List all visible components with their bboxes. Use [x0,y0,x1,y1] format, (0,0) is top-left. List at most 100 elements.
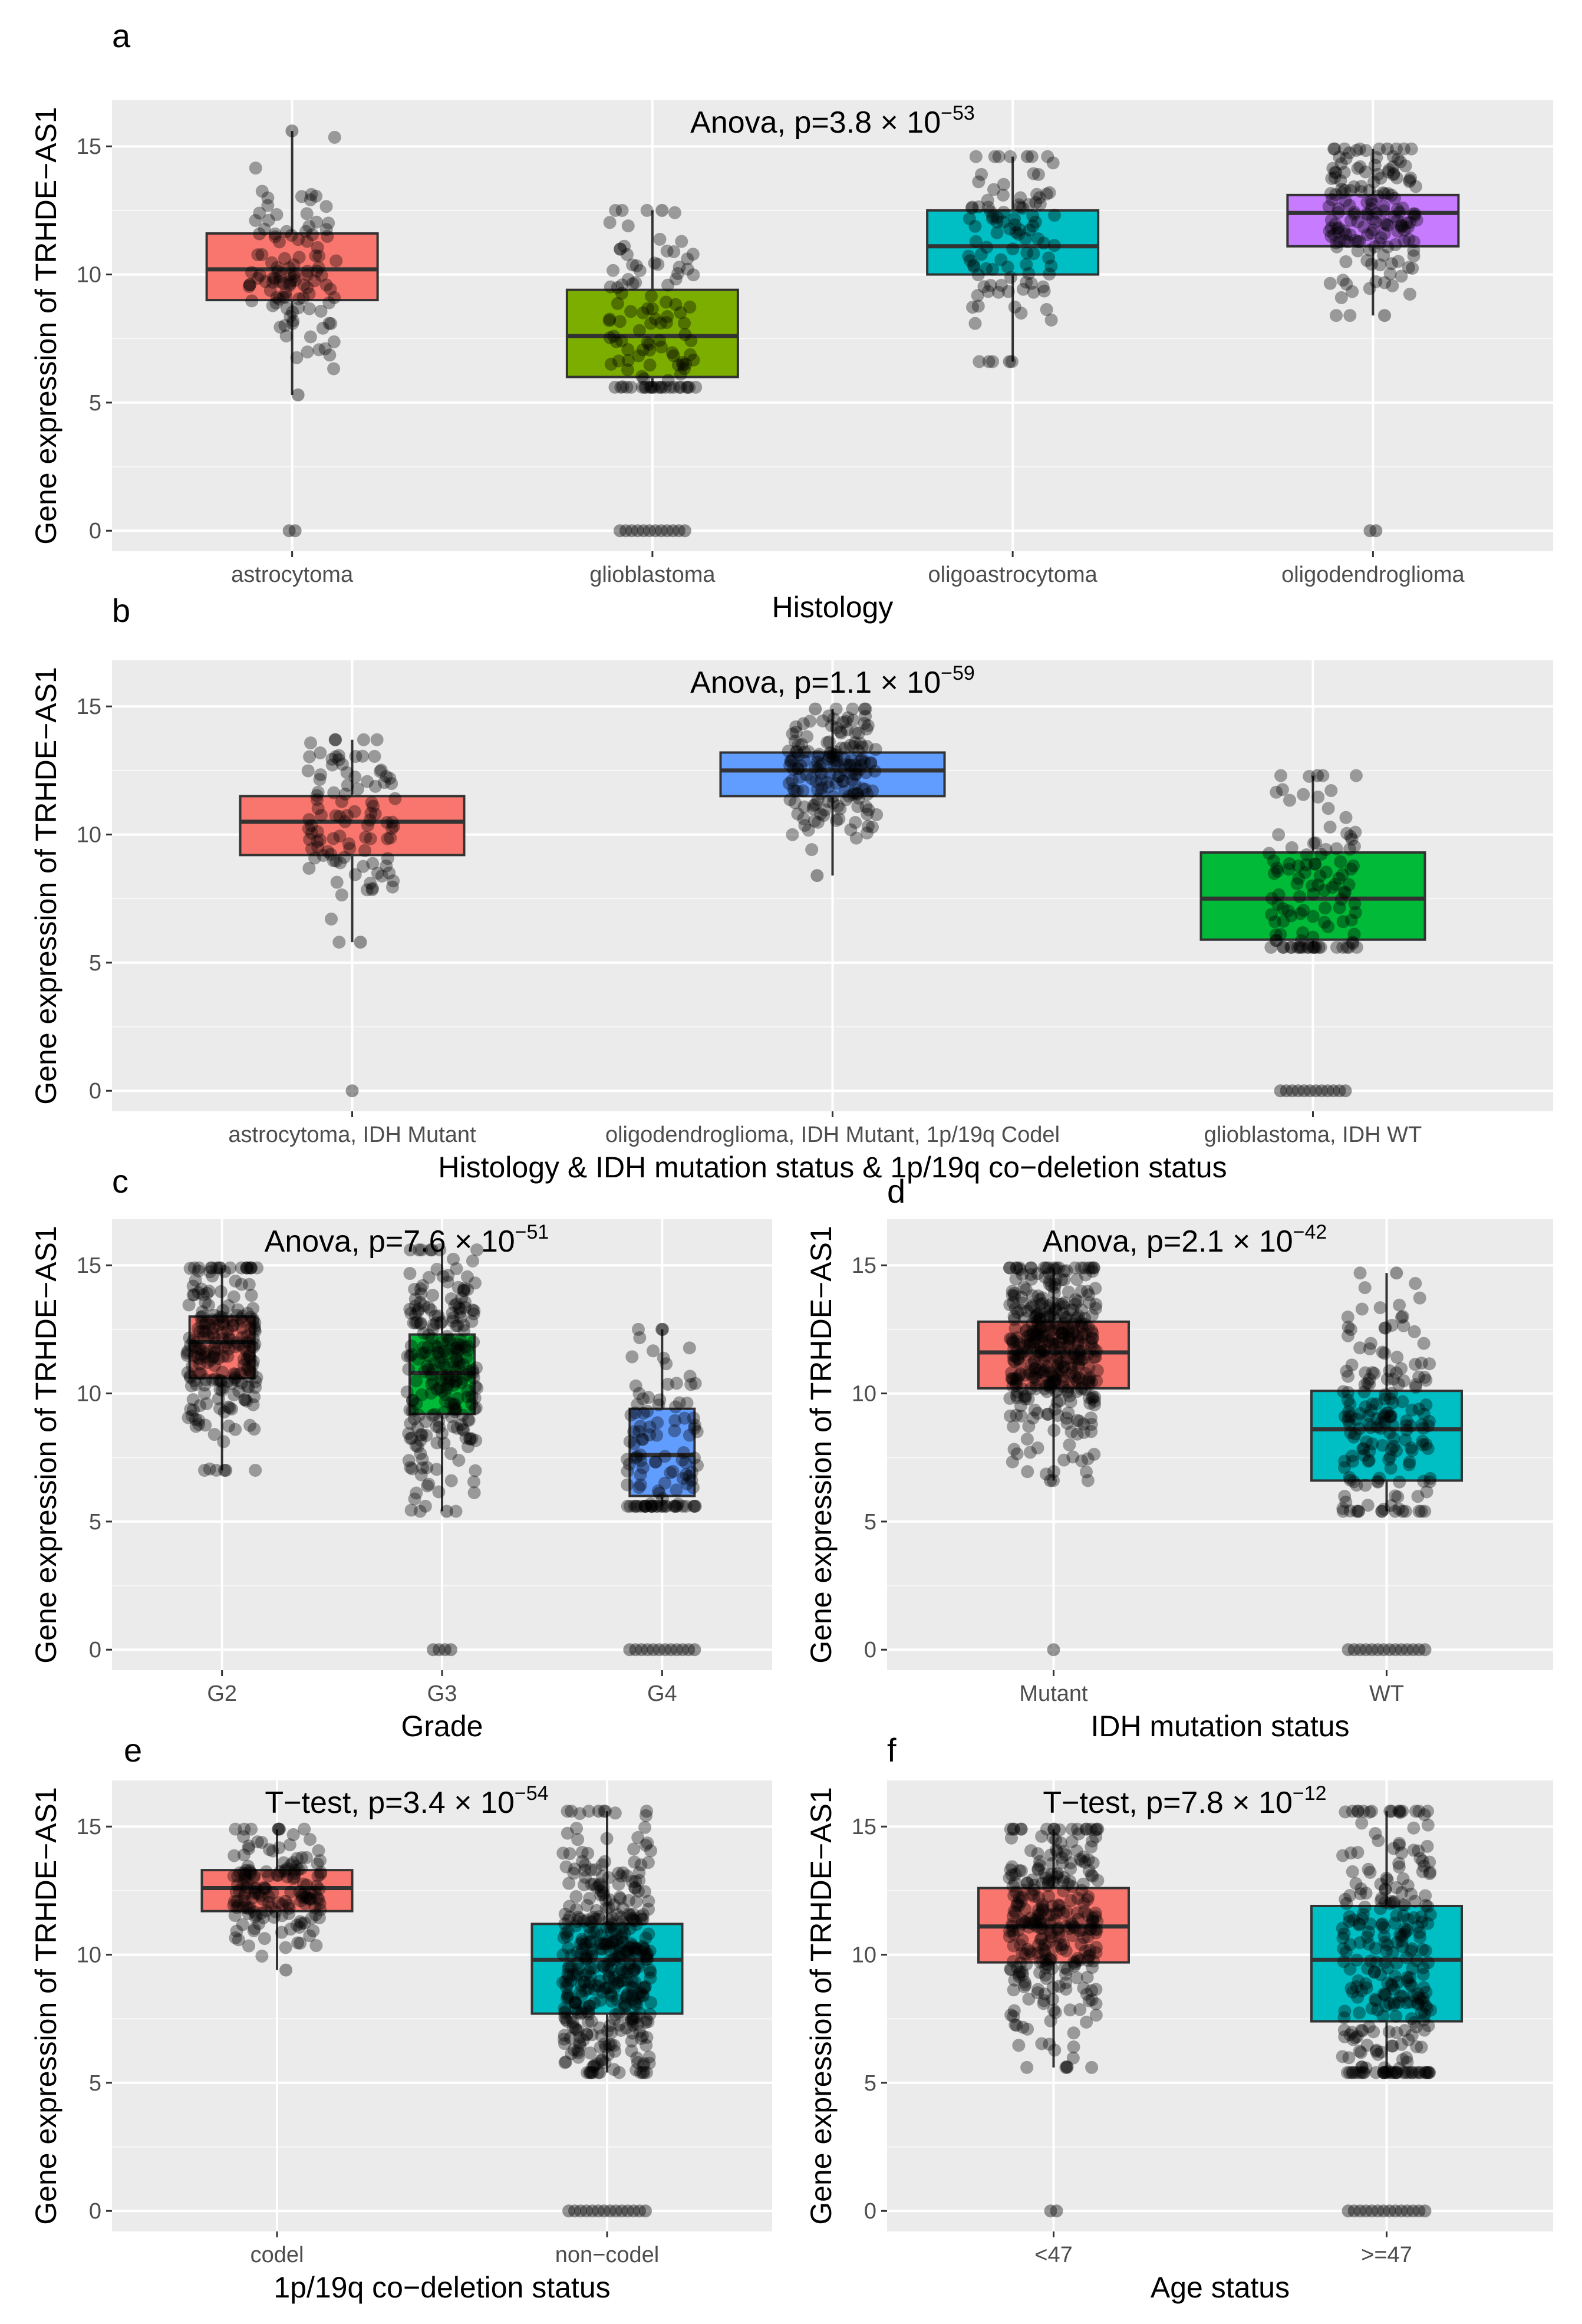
data-point [1007,212,1021,225]
data-point [1086,1331,1099,1345]
data-point [636,343,650,357]
data-point [660,244,674,258]
data-point [632,324,646,337]
data-point [1087,1351,1101,1364]
panel-letter: d [887,1173,905,1210]
data-point [327,832,340,845]
data-point [385,777,398,791]
x-tick-label: Mutant [1019,1681,1088,1706]
data-point [582,2007,595,2021]
data-point [268,272,282,285]
data-point [1395,220,1408,234]
y-tick-label: 0 [89,1079,101,1104]
data-point [249,214,262,228]
data-point [304,736,318,750]
data-point [800,768,813,782]
data-point [986,355,1000,368]
data-point [869,743,882,756]
data-point [647,380,661,394]
data-point [1388,192,1402,205]
data-point [980,262,993,275]
data-point [297,278,311,292]
data-point [1051,1383,1064,1397]
data-point [1355,1816,1369,1830]
data-point [1050,1352,1064,1365]
data-point [614,1974,628,1988]
x-tick-label: glioblastoma, IDH WT [1204,1123,1422,1147]
data-point [1368,1993,1382,2006]
data-point [410,1315,424,1329]
data-point [309,215,323,229]
data-point [689,380,703,394]
data-point-zero [688,1643,701,1657]
data-point [621,219,635,233]
data-point [838,753,851,766]
data-point [241,1859,255,1873]
data-point [470,1381,484,1395]
data-point [303,833,317,847]
data-point [301,281,314,294]
data-point [644,1844,658,1858]
data-point [368,749,381,763]
data-point [1044,313,1058,327]
data-point [1339,886,1352,899]
data-point [207,1308,221,1322]
data-point [1390,1909,1403,1923]
data-point [1365,226,1379,240]
panel-a: 0 5 10 15 astrocytoma glioblastoma oligoastroc… [29,17,1553,624]
data-point [634,1454,648,1467]
data-point [592,1805,605,1818]
data-point [651,258,665,271]
data-point [1392,1377,1406,1391]
data-point [312,1882,326,1896]
data-point [1006,1920,1019,1933]
data-point [618,239,631,253]
data-point [1067,2040,1080,2054]
data-point [1415,1505,1428,1518]
data-point [1330,240,1344,254]
data-point [658,1450,672,1463]
data-point [253,268,267,282]
panel-letter: c [112,1163,128,1200]
data-point [974,248,988,261]
data-point [790,745,803,759]
data-point [810,755,824,769]
data-point-zero [282,524,296,538]
box-group-0 [180,1261,264,1477]
data-point [1390,1956,1403,1970]
data-point [678,362,691,376]
data-point [1396,1505,1409,1518]
data-point [1334,157,1348,170]
data-point [1020,1433,1034,1446]
data-point [356,749,370,763]
data-point [661,374,675,387]
data-point [266,271,280,285]
data-point [984,279,997,292]
data-point [558,2056,572,2069]
data-point [450,1421,464,1435]
data-point [1416,1865,1429,1878]
data-point [1067,2026,1080,2040]
data-point [686,248,700,261]
data-point [621,1453,634,1466]
data-point [667,349,680,363]
data-point [806,802,820,816]
data-point [1064,1303,1077,1316]
data-point [1343,309,1357,322]
data-point [643,1428,657,1441]
data-point [615,278,629,292]
data-point [862,803,875,817]
data-point [687,1499,701,1513]
data-point [1404,171,1418,185]
data-point [302,861,316,875]
data-point [654,340,668,354]
data-point [1348,897,1362,910]
data-point [802,745,815,758]
data-point [1001,285,1015,298]
data-point [825,719,838,733]
data-point [1003,355,1016,368]
data-point [276,291,290,304]
data-point [835,726,848,740]
data-point [1003,1391,1017,1405]
x-axis-label: Age status [1151,2271,1290,2304]
